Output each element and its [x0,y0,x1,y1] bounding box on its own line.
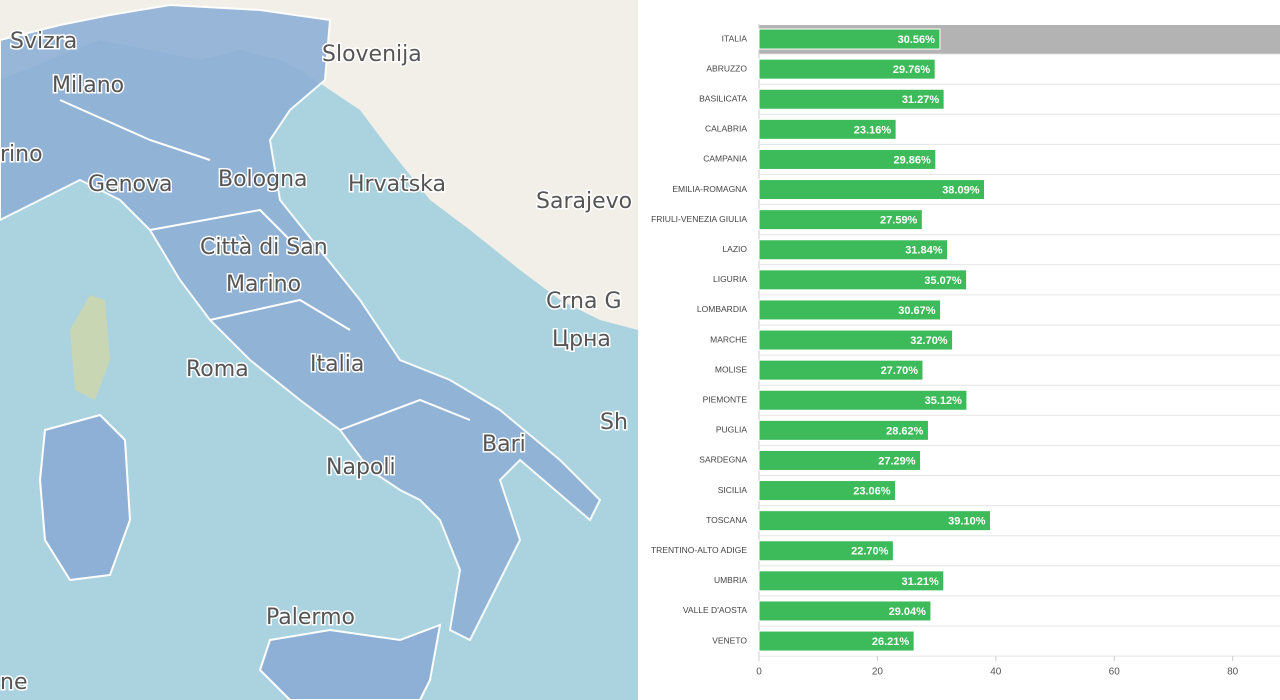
sicily [258,623,442,700]
italy-mainland [0,3,602,642]
x-tick-label: 80 [1227,667,1239,678]
bar [758,299,942,321]
value-label: 32.70% [910,335,948,347]
category-label: TOSCANA [706,515,747,525]
x-tick-label: 0 [756,667,762,678]
value-label: 27.70% [881,365,919,377]
bar [758,28,941,50]
category-label: SARDEGNA [699,455,747,465]
bar [758,600,932,622]
bar [758,419,929,441]
map-label: Città di San [200,235,328,260]
value-label: 31.84% [905,245,943,257]
bar [758,269,968,291]
value-label: 38.09% [942,184,980,196]
bar [758,389,968,411]
category-label: BASILICATA [699,94,747,104]
bar [758,480,897,502]
region-borders [59,99,471,431]
value-label: 23.06% [853,485,891,497]
category-label: MOLISE [715,364,747,374]
map-label: Bologna [218,167,308,192]
map-label: Црна [552,327,611,352]
value-label: 29.86% [893,154,931,166]
bar [758,510,991,532]
map-label: Svizra [10,29,77,54]
map-label: Crna G [546,289,622,314]
category-label: LOMBARDIA [697,304,747,314]
x-tick-label: 60 [1109,667,1121,678]
bar [758,449,922,471]
map: Svizra Milano rino Genova Bologna Sloven… [0,0,638,700]
bar [758,179,986,201]
category-label: VALLE D'AOSTA [683,605,747,615]
bar [758,359,924,381]
value-label: 23.16% [854,124,892,136]
map-label: Sh [600,410,628,435]
value-label: 29.04% [889,606,927,618]
map-label: Genova [88,172,173,197]
map-label: Italia [310,352,364,377]
category-label: ABRUZZO [706,63,747,73]
bar [758,209,923,231]
map-label: Milano [52,73,124,98]
map-label: Slovenija [322,42,422,67]
value-label: 35.12% [925,395,963,407]
bar [758,540,894,562]
map-label: Marino [226,272,301,297]
category-label: CAMPANIA [703,154,747,164]
map-label: rino [0,142,43,167]
bar [758,88,945,110]
bar [758,329,954,351]
category-label: EMILIA-ROMAGNA [672,184,747,194]
category-label: PUGLIA [716,425,748,435]
map-label: Roma [186,357,249,382]
category-label: CALABRIA [705,124,747,134]
value-label: 35.07% [924,275,962,287]
category-label: FRIULI-VENEZIA GIULIA [651,214,747,224]
bar [758,118,897,140]
bar [758,148,937,170]
map-label: Hrvatska [348,172,446,197]
value-label: 29.76% [893,64,931,76]
category-label: LAZIO [722,244,747,254]
category-label: SICILIA [718,485,748,495]
category-label: TRENTINO-ALTO ADIGE [651,545,747,555]
corsica [70,295,110,400]
category-label: VENETO [712,635,747,645]
value-label: 39.10% [948,516,986,528]
bar [758,630,915,652]
value-label: 31.27% [902,94,940,106]
value-label: 28.62% [886,425,924,437]
x-tick-label: 40 [990,667,1002,678]
map-label: Sarajevo [536,189,632,214]
bar [758,570,945,592]
chart: ITALIA ABRUZZO BASILICATA CALABRIA CAMPANIA E… [651,24,1280,678]
category-label: ITALIA [722,33,748,43]
value-label: 27.59% [880,215,918,227]
sardinia [38,413,132,582]
land [0,0,638,330]
bar [758,239,949,261]
map-label: Bari [482,432,526,457]
value-label: 22.70% [851,546,889,558]
category-label: UMBRIA [714,575,747,585]
category-label: PIEMONTE [703,395,748,405]
bar [758,58,936,80]
category-label: MARCHE [710,334,747,344]
value-label: 31.21% [901,576,939,588]
value-label: 26.21% [872,636,910,648]
value-label: 30.56% [898,34,936,46]
value-label: 27.29% [878,455,916,467]
map-label: ne [0,670,27,695]
category-label: LIGURIA [713,274,747,284]
x-tick-label: 20 [872,667,884,678]
map-label: Palermo [266,605,355,630]
map-label: Napoli [326,455,396,480]
value-label: 30.67% [898,305,936,317]
